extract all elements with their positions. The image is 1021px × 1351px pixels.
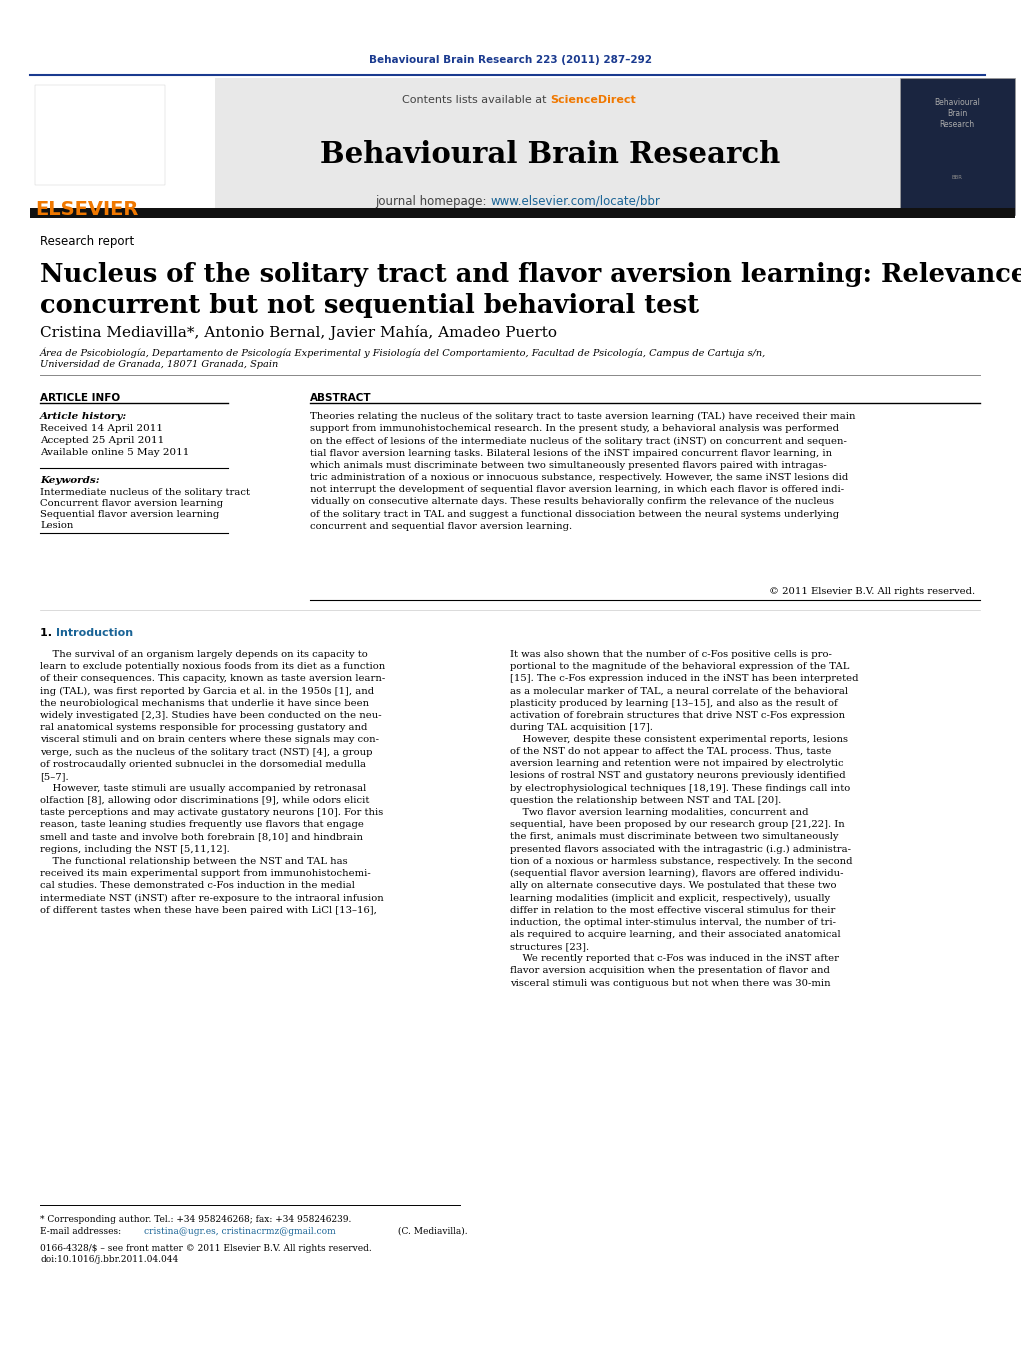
Text: ELSEVIER: ELSEVIER	[35, 200, 139, 219]
Bar	[900, 78, 1015, 215]
Text: Contents lists available at: Contents lists available at	[402, 95, 550, 105]
Text: It was also shown that the number of c-Fos positive cells is pro-
portional to t: It was also shown that the number of c-F…	[510, 650, 859, 988]
Text: ScienceDirect: ScienceDirect	[550, 95, 636, 105]
Text: Universidad de Granada, 18071 Granada, Spain: Universidad de Granada, 18071 Granada, S…	[40, 359, 279, 369]
Text: Lesion: Lesion	[40, 521, 74, 530]
Text: E-mail addresses:: E-mail addresses:	[40, 1227, 124, 1236]
Text: Cristina Mediavilla*, Antonio Bernal, Javier Mahía, Amadeo Puerto: Cristina Mediavilla*, Antonio Bernal, Ja…	[40, 326, 557, 340]
Text: Received 14 April 2011: Received 14 April 2011	[40, 424, 163, 434]
Text: Research report: Research report	[40, 235, 134, 249]
Text: Intermediate nucleus of the solitary tract: Intermediate nucleus of the solitary tra…	[40, 488, 250, 497]
Text: ARTICLE INFO: ARTICLE INFO	[40, 393, 120, 403]
Text: * Corresponding author. Tel.: +34 958246268; fax: +34 958246239.: * Corresponding author. Tel.: +34 958246…	[40, 1215, 351, 1224]
Text: Behavioural Brain Research 223 (2011) 287–292: Behavioural Brain Research 223 (2011) 28…	[369, 55, 652, 65]
Bar	[30, 78, 215, 215]
Text: ABSTRACT: ABSTRACT	[310, 393, 372, 403]
Text: 0166-4328/$ – see front matter © 2011 Elsevier B.V. All rights reserved.: 0166-4328/$ – see front matter © 2011 El…	[40, 1244, 372, 1252]
Text: Article history:: Article history:	[40, 412, 128, 422]
Text: Theories relating the nucleus of the solitary tract to taste aversion learning (: Theories relating the nucleus of the sol…	[310, 412, 856, 531]
Text: Keywords:: Keywords:	[40, 476, 100, 485]
Text: Accepted 25 April 2011: Accepted 25 April 2011	[40, 436, 164, 444]
Text: doi:10.1016/j.bbr.2011.04.044: doi:10.1016/j.bbr.2011.04.044	[40, 1255, 179, 1265]
Text: www.elsevier.com/locate/bbr: www.elsevier.com/locate/bbr	[490, 195, 660, 208]
Text: Behavioural Brain Research: Behavioural Brain Research	[320, 141, 780, 169]
Text: Concurrent flavor aversion learning: Concurrent flavor aversion learning	[40, 499, 224, 508]
Text: cristina@ugr.es, cristinacrmz@gmail.com: cristina@ugr.es, cristinacrmz@gmail.com	[144, 1227, 336, 1236]
Text: Available online 5 May 2011: Available online 5 May 2011	[40, 449, 189, 457]
Text: 1.: 1.	[40, 628, 60, 638]
Text: (C. Mediavilla).: (C. Mediavilla).	[395, 1227, 468, 1236]
Text: Sequential flavor aversion learning: Sequential flavor aversion learning	[40, 509, 220, 519]
Bar	[30, 208, 1015, 218]
Text: Behavioural
Brain
Research: Behavioural Brain Research	[934, 99, 980, 130]
Bar	[30, 78, 900, 215]
Text: journal homepage:: journal homepage:	[375, 195, 490, 208]
Text: Nucleus of the solitary tract and flavor aversion learning: Relevance in: Nucleus of the solitary tract and flavor…	[40, 262, 1021, 286]
Text: Área de Psicobiología, Departamento de Psicología Experimental y Fisiología del : Área de Psicobiología, Departamento de P…	[40, 347, 766, 358]
Bar	[35, 85, 165, 185]
Text: BBR: BBR	[952, 176, 963, 180]
Text: Introduction: Introduction	[56, 628, 133, 638]
Text: © 2011 Elsevier B.V. All rights reserved.: © 2011 Elsevier B.V. All rights reserved…	[769, 586, 975, 596]
Text: The survival of an organism largely depends on its capacity to
learn to exclude : The survival of an organism largely depe…	[40, 650, 385, 915]
Text: concurrent but not sequential behavioral test: concurrent but not sequential behavioral…	[40, 293, 699, 317]
